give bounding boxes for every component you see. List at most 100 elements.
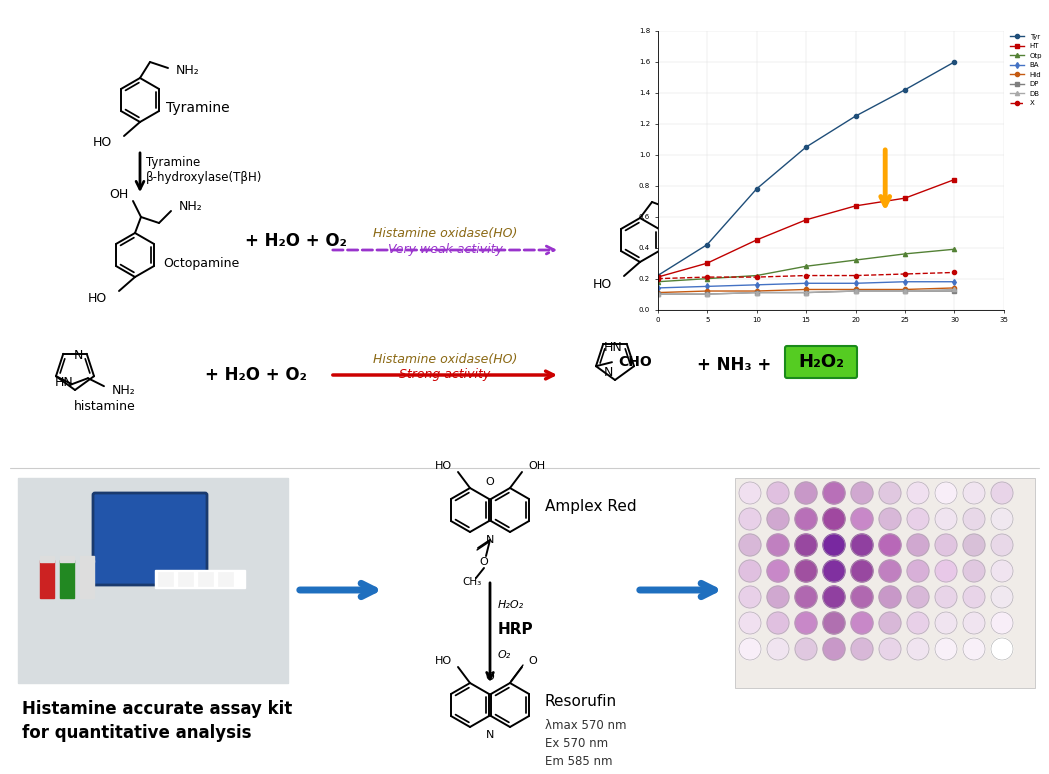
Circle shape [879,586,901,608]
Circle shape [879,482,901,504]
DB [850,286,862,296]
Circle shape [823,482,845,504]
Tyr [651,271,664,280]
Otp [701,274,713,283]
Text: Resorufin: Resorufin [545,694,617,708]
Line: Hid: Hid [656,286,957,295]
Circle shape [795,612,817,634]
Circle shape [738,612,761,634]
DB [750,288,763,297]
FancyBboxPatch shape [810,216,860,242]
Circle shape [963,586,985,608]
X [948,268,961,277]
Text: N: N [603,365,613,378]
Circle shape [738,560,761,582]
Circle shape [767,560,789,582]
Circle shape [795,508,817,530]
Bar [60,556,74,562]
BA [948,277,961,286]
Circle shape [767,534,789,556]
Text: histamine: histamine [74,399,136,413]
DP [899,286,912,296]
Circle shape [851,508,873,530]
Text: HO: HO [435,461,452,471]
Bar [60,560,74,598]
BA [651,283,664,293]
Line: Otp: Otp [656,247,957,284]
Circle shape [767,638,789,660]
Circle shape [823,508,845,530]
BA [850,279,862,288]
HT [701,259,713,268]
Bar [40,560,53,598]
Bar [178,572,193,586]
BA [899,277,912,286]
Circle shape [851,586,873,608]
Text: Tyramine
β-hydroxylase(TβH): Tyramine β-hydroxylase(TβH) [146,156,262,184]
Tyr [899,85,912,94]
Text: Tyramine의 HO 활성 저하: Tyramine의 HO 활성 저하 [777,203,943,218]
Circle shape [991,534,1013,556]
Circle shape [851,560,873,582]
Text: HN: HN [604,341,623,354]
DB [651,289,664,299]
Text: HO: HO [435,656,452,666]
Circle shape [823,638,845,660]
Circle shape [991,560,1013,582]
Circle shape [823,560,845,582]
Text: Octopamine: Octopamine [163,256,239,269]
Circle shape [991,508,1013,530]
FancyBboxPatch shape [18,478,288,683]
Hid [750,286,763,296]
Circle shape [879,534,901,556]
Circle shape [823,534,845,556]
Line: HT: HT [656,177,957,279]
DB [701,289,713,299]
FancyBboxPatch shape [735,478,1035,688]
DP [948,286,961,296]
Circle shape [907,638,929,660]
Text: NH₂: NH₂ [112,384,135,397]
DB [899,286,912,296]
Text: HO: HO [593,278,612,290]
FancyBboxPatch shape [785,346,857,378]
Circle shape [935,508,957,530]
Tyr [850,111,862,121]
Tyr [799,142,812,152]
Circle shape [963,508,985,530]
Text: N: N [486,535,494,545]
Text: Histamine oxidase(HO): Histamine oxidase(HO) [372,353,517,366]
HT [799,215,812,224]
Circle shape [738,534,761,556]
Circle shape [991,638,1013,660]
HT [850,201,862,211]
Text: Amplex Red: Amplex Red [545,498,637,513]
Text: O: O [479,557,489,567]
Hid [899,285,912,294]
X [701,272,713,282]
Bar [218,572,233,586]
Text: NH₂: NH₂ [176,64,199,77]
Circle shape [738,508,761,530]
Circle shape [907,534,929,556]
Circle shape [851,638,873,660]
Text: Strong activity: Strong activity [400,368,491,381]
Otp [651,277,664,286]
Line: X: X [656,270,957,281]
Hid [651,288,664,297]
Text: HO: HO [88,293,107,306]
Circle shape [963,482,985,504]
Text: H: H [697,201,706,214]
X [899,269,912,279]
HT [750,235,763,245]
Circle shape [991,612,1013,634]
Text: OH: OH [528,461,545,471]
Bar [18,478,288,683]
BA [799,279,812,288]
Text: N: N [486,730,494,740]
Otp [750,271,763,280]
Text: Histamine accurate assay kit
for quantitative analysis: Histamine accurate assay kit for quantit… [22,700,293,741]
DP [750,288,763,297]
Text: λmax 570 nm
Ex 570 nm
Em 585 nm: λmax 570 nm Ex 570 nm Em 585 nm [545,719,626,768]
Legend: Tyr, HT, Otp, BA, Hid, DP, DB, X: Tyr, HT, Otp, BA, Hid, DP, DB, X [1007,31,1045,109]
